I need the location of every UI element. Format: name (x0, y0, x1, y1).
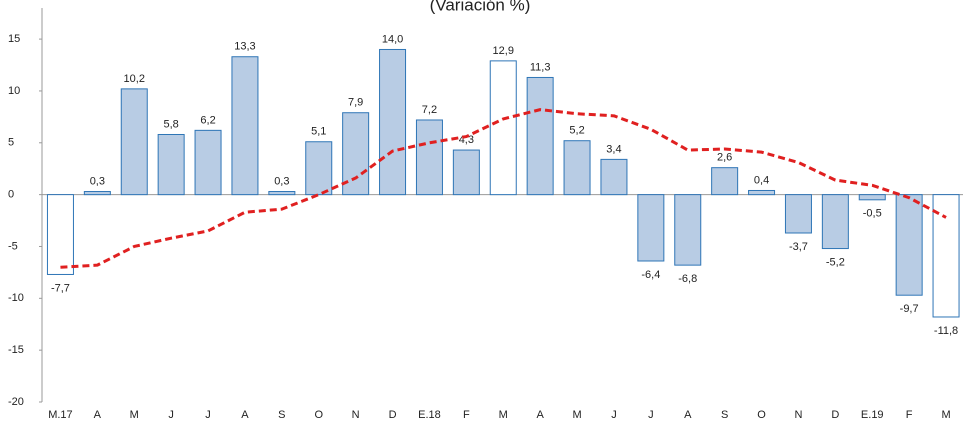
x-tick-label: D (389, 409, 397, 421)
x-tick-label: S (278, 409, 285, 421)
value-label: 7,9 (348, 97, 363, 109)
x-tick-label: S (721, 409, 728, 421)
value-label: -5,2 (826, 256, 845, 268)
value-label: 7,2 (422, 104, 437, 116)
x-tick-label: J (205, 409, 211, 421)
value-label: 6,2 (200, 114, 215, 126)
chart-title: (Variación %) (430, 0, 531, 14)
x-tick-label: J (168, 409, 174, 421)
x-tick-label: F (463, 409, 470, 421)
x-tick-label: M (130, 409, 139, 421)
bar (674, 194, 702, 266)
value-label: 5,8 (164, 118, 179, 130)
value-label: 0,3 (90, 175, 105, 187)
bar (563, 140, 591, 196)
x-tick-label: M (941, 409, 950, 421)
bar (305, 141, 333, 196)
trend-line (60, 108, 947, 269)
value-label: 14,0 (382, 33, 403, 45)
value-label: 11,3 (530, 61, 551, 73)
bar (600, 158, 628, 196)
x-tick-label: O (757, 409, 766, 421)
bar (231, 56, 259, 196)
bar (379, 48, 407, 196)
value-label: 3,4 (606, 143, 621, 155)
x-tick-label: A (536, 409, 544, 421)
x-tick-label: F (906, 409, 913, 421)
bar (821, 194, 849, 250)
value-label: -9,7 (900, 303, 919, 315)
y-tick-label: -5 (8, 240, 18, 252)
x-tick-label: M (572, 409, 581, 421)
value-label: 13,3 (234, 41, 255, 53)
value-label: -3,7 (789, 241, 808, 253)
value-label: -7,7 (51, 282, 70, 294)
value-label: -11,8 (934, 325, 958, 337)
bar (895, 194, 923, 296)
bar (157, 133, 185, 196)
bar (46, 194, 74, 275)
bar (268, 191, 296, 196)
bar (83, 191, 111, 196)
bar (858, 194, 886, 201)
x-tick-label: E.19 (861, 409, 884, 421)
bar (415, 119, 443, 196)
value-label: -0,5 (863, 208, 882, 220)
x-tick-label: O (314, 409, 323, 421)
bar (748, 189, 776, 196)
value-label: 10,2 (124, 73, 145, 85)
x-tick-label: E.18 (418, 409, 441, 421)
y-tick-label: -15 (8, 344, 24, 356)
value-label: 5,2 (569, 125, 584, 137)
x-tick-label: J (648, 409, 654, 421)
x-tick-label: M (499, 409, 508, 421)
x-tick-label: A (94, 409, 102, 421)
bar (637, 194, 665, 262)
x-tick-label: A (684, 409, 692, 421)
value-label: -6,4 (641, 269, 660, 281)
value-label: 5,1 (311, 126, 326, 138)
bar (342, 112, 370, 196)
value-label: 2,6 (717, 152, 732, 164)
y-tick-label: -20 (8, 396, 24, 408)
bar (711, 167, 739, 196)
y-tick-label: 0 (8, 189, 14, 201)
y-tick-label: 10 (8, 85, 20, 97)
x-tick-label: A (241, 409, 249, 421)
value-label: 0,4 (754, 174, 769, 186)
x-tick-label: N (352, 409, 360, 421)
bar (932, 194, 960, 318)
x-tick-label: D (831, 409, 839, 421)
y-tick-label: 15 (8, 33, 20, 45)
value-label: 12,9 (493, 45, 514, 57)
x-tick-label: N (794, 409, 802, 421)
x-tick-label: M.17 (48, 409, 72, 421)
bar (194, 129, 222, 196)
value-label: -6,8 (678, 273, 697, 285)
x-tick-label: J (611, 409, 617, 421)
bar (784, 194, 812, 234)
bar (489, 60, 517, 196)
bar (526, 76, 554, 196)
bar (120, 88, 148, 196)
y-tick-label: 5 (8, 137, 14, 149)
bar (452, 149, 480, 196)
y-tick-label: -10 (8, 292, 24, 304)
value-label: 0,3 (274, 175, 289, 187)
